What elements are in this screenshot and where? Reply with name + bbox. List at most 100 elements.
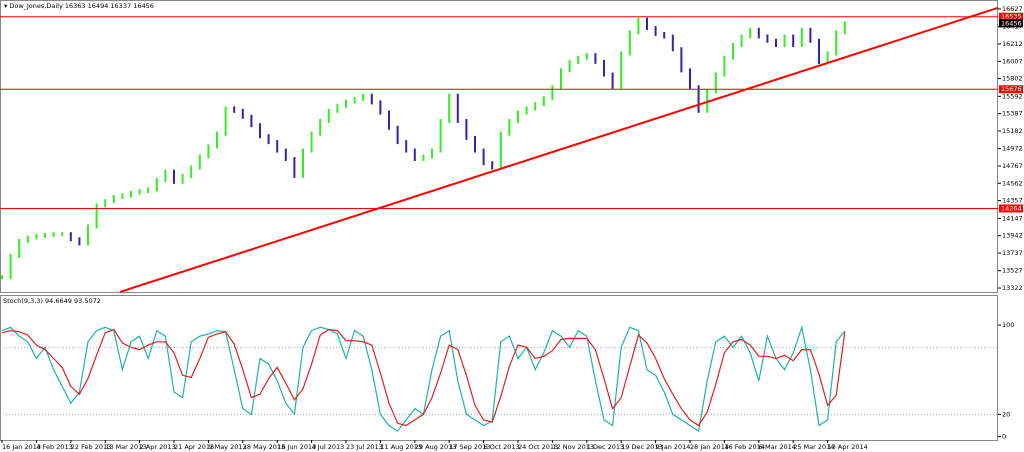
y-tick-label: 16007 bbox=[1002, 57, 1023, 65]
price-bar bbox=[783, 34, 786, 47]
price-bar bbox=[396, 125, 399, 145]
price-bar bbox=[327, 108, 330, 123]
price-bar bbox=[138, 189, 141, 195]
price-bar bbox=[585, 53, 588, 60]
y-tick-label: 16627 bbox=[1002, 5, 1023, 13]
price-bar bbox=[405, 140, 408, 153]
price-bar bbox=[112, 194, 115, 204]
price-bar bbox=[551, 85, 554, 101]
header-value: 16337 bbox=[110, 2, 131, 10]
price-bar bbox=[267, 134, 270, 145]
trend-line bbox=[119, 6, 999, 293]
stoch-header: Stoch(9,3,3) 94.6649 93.5072 bbox=[3, 297, 101, 305]
x-tick-label: 23 Jul 2013 bbox=[346, 443, 383, 451]
price-bar bbox=[646, 17, 648, 31]
level-label: 15676 bbox=[1001, 85, 1022, 93]
price-bar bbox=[611, 72, 614, 90]
price-bar bbox=[508, 118, 511, 136]
x-tick-label: 9 Jan 2014 bbox=[656, 443, 691, 451]
header-value: 93.5072 bbox=[74, 297, 101, 305]
x-tick-label: 25 Mar 2014 bbox=[793, 443, 834, 451]
price-bar bbox=[104, 199, 107, 208]
y-tick-label: 20 bbox=[1002, 410, 1010, 418]
price-panel bbox=[0, 0, 998, 293]
price-bar bbox=[310, 131, 313, 153]
y-tick-label: 15387 bbox=[1002, 110, 1023, 118]
price-bar bbox=[448, 93, 451, 123]
price-bar bbox=[732, 42, 734, 60]
price-bar bbox=[164, 169, 167, 183]
price-bar bbox=[491, 161, 494, 170]
price-bar bbox=[130, 190, 132, 198]
x-tick-label: 1 Dec 2013 bbox=[587, 443, 624, 451]
x-tick-label: 6 Oct 2013 bbox=[484, 443, 520, 451]
x-tick-label: 17 Sep 2013 bbox=[449, 443, 490, 451]
price-bar bbox=[671, 34, 674, 52]
price-bar bbox=[35, 233, 38, 240]
price-bar bbox=[293, 156, 296, 178]
y-tick-label: 100 bbox=[1002, 321, 1014, 329]
price-bar bbox=[809, 27, 812, 43]
x-tick-label: 12 Nov 2013 bbox=[552, 443, 594, 451]
price-bar bbox=[422, 154, 425, 161]
price-bar bbox=[250, 114, 253, 128]
x-tick-label: 6 Mar 2014 bbox=[759, 443, 796, 451]
x-tick-label: 16 Jun 2013 bbox=[277, 443, 316, 451]
price-bar bbox=[620, 51, 623, 90]
level-label-box bbox=[999, 85, 1023, 94]
price-bar bbox=[173, 169, 175, 184]
price-bar bbox=[78, 237, 81, 246]
price-bar bbox=[276, 140, 279, 153]
y-tick-label: 13527 bbox=[1002, 267, 1023, 275]
price-bar bbox=[568, 59, 571, 73]
x-tick-label: 29 Aug 2013 bbox=[415, 443, 457, 451]
price-bar bbox=[241, 108, 244, 119]
price-bar bbox=[714, 72, 717, 94]
price-bar bbox=[1, 275, 3, 280]
price-bar bbox=[61, 232, 64, 237]
x-tick-label: 16 Jan 2013 bbox=[2, 443, 41, 451]
price-bar bbox=[654, 26, 657, 37]
price-bar bbox=[603, 59, 605, 77]
price-bar bbox=[259, 123, 261, 139]
price-bar bbox=[775, 38, 777, 47]
x-tick-label: 28 Jan 2014 bbox=[690, 443, 729, 451]
price-bar bbox=[499, 131, 502, 170]
header-marker: ▾ bbox=[4, 2, 9, 10]
price-bar bbox=[121, 193, 124, 199]
price-bar bbox=[534, 102, 537, 111]
price-bar bbox=[474, 135, 476, 153]
price-bar bbox=[628, 30, 631, 56]
y-tick-label: 14562 bbox=[1002, 179, 1023, 187]
x-tick-label: 4 Feb 2013 bbox=[36, 443, 72, 451]
header-value: 16363 bbox=[65, 2, 86, 10]
chart-title: Dow_Jones,Daily bbox=[9, 2, 63, 10]
price-bar bbox=[835, 30, 838, 56]
x-tick-label: 28 May 2013 bbox=[243, 443, 285, 451]
y-tick-label: 14767 bbox=[1002, 162, 1023, 170]
price-bar bbox=[431, 148, 433, 159]
chart-header: ▾ Dow_Jones,Daily 16363 16494 16337 1645… bbox=[4, 2, 154, 10]
price-bar bbox=[757, 27, 760, 39]
price-bar bbox=[542, 96, 545, 107]
stoch-line bbox=[1, 328, 846, 427]
x-tick-label: 22 Feb 2013 bbox=[71, 443, 111, 451]
price-bar bbox=[233, 106, 236, 113]
y-tick-label: 14972 bbox=[1002, 145, 1023, 153]
x-tick-label: 9 May 2013 bbox=[208, 443, 246, 451]
price-bar bbox=[740, 34, 743, 47]
price-bar bbox=[792, 34, 795, 47]
price-bar bbox=[800, 27, 803, 47]
price-bar bbox=[52, 232, 55, 237]
price-bar bbox=[379, 100, 382, 115]
y-tick-label: 16212 bbox=[1002, 40, 1023, 48]
price-bar bbox=[637, 17, 640, 35]
price-bar bbox=[560, 68, 562, 90]
price-bar bbox=[525, 106, 528, 115]
x-tick-label: 13 Apr 2014 bbox=[828, 443, 868, 451]
x-tick-label: 19 Dec 2013 bbox=[621, 443, 663, 451]
x-tick-label: 2 Apr 2013 bbox=[140, 443, 176, 451]
price-bar bbox=[577, 55, 580, 64]
level-label-box bbox=[999, 204, 1023, 213]
